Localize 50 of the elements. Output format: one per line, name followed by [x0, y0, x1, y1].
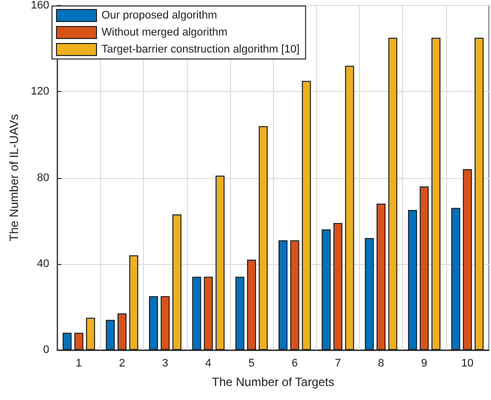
bar [462, 169, 472, 350]
x-tick-label: 3 [162, 358, 168, 370]
x-tick-label: 2 [118, 358, 126, 370]
x-tick-label: 1 [76, 358, 82, 370]
y-axis-title: The Number of IL-UAVs [7, 114, 21, 242]
y-tick-label: 80 [37, 172, 50, 184]
bar [290, 240, 300, 350]
bar [106, 320, 115, 350]
bar [258, 126, 268, 350]
bar [376, 204, 386, 350]
x-tick-label: 10 [461, 358, 474, 370]
bar [74, 332, 84, 350]
y-tick-label: 160 [30, 0, 50, 12]
x-tick-label: 7 [334, 358, 341, 370]
bar [235, 276, 244, 350]
bar [333, 222, 342, 350]
bar [172, 214, 182, 350]
x-tick-label: 5 [248, 358, 255, 370]
x-axis-title: The Number of Targets [212, 375, 334, 389]
bar [129, 255, 138, 350]
x-tick-label: 9 [421, 358, 428, 370]
bar [86, 318, 96, 350]
bar [160, 296, 170, 350]
bar [408, 210, 418, 350]
bar [216, 176, 225, 350]
legend-label: Our proposed algorithm [102, 10, 218, 22]
legend-label: Target-barrier construction algorithm [10] [102, 44, 300, 56]
bar [302, 80, 311, 350]
bar [420, 186, 429, 350]
x-tick-label: 6 [292, 358, 298, 370]
x-tick-label: 4 [205, 358, 212, 370]
bar [118, 313, 127, 350]
bar [322, 229, 331, 350]
bar [451, 208, 460, 350]
x-tick-label: 8 [378, 358, 384, 370]
y-tick-label: 0 [43, 344, 50, 356]
bar [364, 238, 374, 350]
bar [192, 276, 202, 350]
bar [345, 66, 354, 350]
bar [388, 38, 398, 350]
bar [431, 38, 440, 350]
y-tick-label: 120 [30, 86, 50, 98]
bar [204, 276, 213, 350]
bar [278, 240, 288, 350]
legend-label: Without merged algorithm [102, 26, 228, 38]
bar [62, 332, 72, 350]
bar [148, 296, 158, 350]
y-tick-label: 40 [37, 258, 50, 270]
bar [474, 38, 484, 350]
bar [247, 260, 256, 350]
